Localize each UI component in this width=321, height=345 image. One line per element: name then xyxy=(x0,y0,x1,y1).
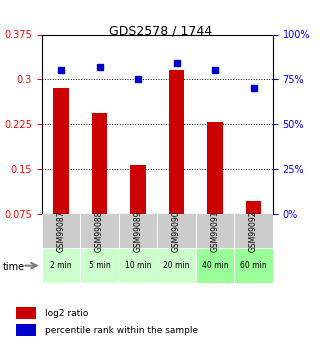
Text: GSM99089: GSM99089 xyxy=(134,210,143,252)
Bar xyxy=(130,165,146,259)
Text: GSM99092: GSM99092 xyxy=(249,210,258,252)
Text: 20 min: 20 min xyxy=(163,261,190,270)
Point xyxy=(174,60,179,66)
Text: time: time xyxy=(3,263,25,272)
Text: GSM99087: GSM99087 xyxy=(56,210,65,252)
Text: GSM99091: GSM99091 xyxy=(211,210,220,252)
Text: 2 min: 2 min xyxy=(50,261,72,270)
FancyBboxPatch shape xyxy=(80,214,119,248)
FancyBboxPatch shape xyxy=(80,248,119,283)
Bar xyxy=(16,324,36,336)
FancyBboxPatch shape xyxy=(157,248,196,283)
Bar xyxy=(207,122,223,259)
FancyBboxPatch shape xyxy=(196,248,234,283)
Point xyxy=(58,68,64,73)
Text: 40 min: 40 min xyxy=(202,261,228,270)
Text: 60 min: 60 min xyxy=(240,261,267,270)
Bar xyxy=(246,201,261,259)
FancyBboxPatch shape xyxy=(42,248,80,283)
Bar xyxy=(169,70,184,259)
FancyBboxPatch shape xyxy=(42,214,80,248)
Text: percentile rank within the sample: percentile rank within the sample xyxy=(45,326,198,335)
Bar xyxy=(16,307,36,319)
Text: GSM99088: GSM99088 xyxy=(95,210,104,252)
Bar xyxy=(92,113,107,259)
FancyBboxPatch shape xyxy=(157,214,196,248)
Point xyxy=(135,77,141,82)
Point xyxy=(213,68,218,73)
FancyBboxPatch shape xyxy=(119,214,157,248)
Point xyxy=(251,86,256,91)
FancyBboxPatch shape xyxy=(234,248,273,283)
Text: log2 ratio: log2 ratio xyxy=(45,309,88,318)
Point xyxy=(97,64,102,70)
FancyBboxPatch shape xyxy=(196,214,234,248)
FancyBboxPatch shape xyxy=(119,248,157,283)
Text: GSM99090: GSM99090 xyxy=(172,210,181,252)
Text: GDS2578 / 1744: GDS2578 / 1744 xyxy=(109,24,212,37)
Text: 5 min: 5 min xyxy=(89,261,110,270)
Text: 10 min: 10 min xyxy=(125,261,151,270)
Bar xyxy=(53,88,69,259)
FancyBboxPatch shape xyxy=(234,214,273,248)
